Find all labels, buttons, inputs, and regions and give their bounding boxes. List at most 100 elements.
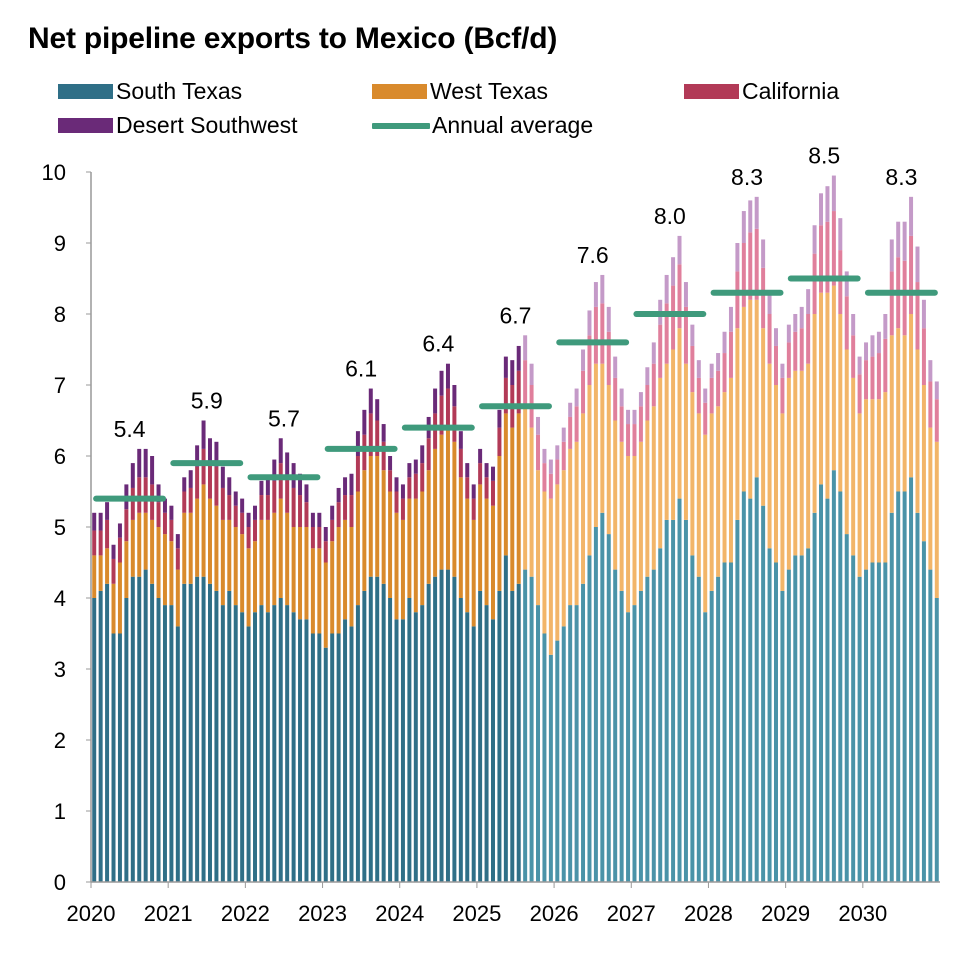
bar-california: [825, 221, 830, 293]
bar-south-texas: [896, 491, 901, 882]
bar-california: [323, 541, 328, 563]
x-tick-label: 2022: [221, 901, 270, 926]
bar-desert-southwest: [838, 218, 843, 251]
bar-california: [555, 459, 560, 485]
bar-south-texas: [246, 626, 251, 882]
bar-west-texas: [709, 413, 714, 591]
bar-west-texas: [934, 441, 939, 598]
bar-west-texas: [928, 427, 933, 570]
bar-south-texas: [465, 612, 470, 882]
bar-desert-southwest: [503, 356, 508, 378]
bar-west-texas: [323, 562, 328, 648]
bar-west-texas: [169, 541, 174, 606]
bar-desert-southwest: [600, 274, 605, 304]
bar-desert-southwest: [536, 416, 541, 435]
bar-west-texas: [606, 385, 611, 535]
bar-south-texas: [227, 590, 232, 882]
annual-average-label: 5.7: [268, 405, 300, 431]
bar-desert-southwest: [928, 360, 933, 382]
bar-west-texas: [593, 363, 598, 527]
bar-california: [928, 381, 933, 428]
bar-south-texas: [902, 491, 907, 882]
bar-california: [690, 345, 695, 393]
bar-south-texas: [934, 598, 939, 882]
bar-california: [465, 477, 470, 499]
bar-west-texas: [117, 562, 122, 634]
bar-south-texas: [709, 590, 714, 882]
bar-south-texas: [336, 633, 341, 882]
bar-california: [381, 441, 386, 471]
bar-west-texas: [683, 363, 688, 520]
bar-south-texas: [169, 605, 174, 882]
bar-west-texas: [143, 512, 148, 570]
bar-south-texas: [413, 612, 418, 882]
bar-california: [98, 530, 103, 556]
bar-california: [240, 512, 245, 535]
bar-california: [439, 395, 444, 435]
bar-california: [645, 385, 650, 421]
bar-west-texas: [851, 377, 856, 556]
bar-south-texas: [632, 605, 637, 882]
bar-south-texas: [291, 612, 296, 882]
legend-swatch-west-texas: [372, 84, 427, 99]
bar-desert-southwest: [806, 289, 811, 314]
legend-swatch-california: [684, 84, 739, 99]
bar-california: [677, 264, 682, 329]
bar-south-texas: [458, 598, 463, 882]
legend-label-desert-southwest: Desert Southwest: [116, 112, 298, 138]
bar-west-texas: [529, 427, 534, 577]
bar-desert-southwest: [150, 456, 155, 485]
bar-south-texas: [439, 569, 444, 882]
bar-south-texas: [690, 555, 695, 882]
bar-desert-southwest: [400, 484, 405, 499]
bar-california: [497, 427, 502, 456]
bar-west-texas: [497, 456, 502, 591]
bar-south-texas: [844, 534, 849, 882]
bar-south-texas: [233, 605, 238, 882]
bar-west-texas: [658, 377, 663, 549]
bar-desert-southwest: [638, 392, 643, 407]
bar-desert-southwest: [793, 314, 798, 332]
bar-west-texas: [510, 427, 515, 591]
bar-south-texas: [516, 583, 521, 882]
bar-south-texas: [561, 626, 566, 882]
bar-west-texas: [368, 456, 373, 577]
bar-california: [433, 413, 438, 449]
bar-california: [253, 519, 258, 542]
bar-south-texas: [542, 633, 547, 882]
bar-south-texas: [703, 612, 708, 882]
bar-desert-southwest: [735, 243, 740, 272]
bar-west-texas: [909, 314, 914, 478]
bar-west-texas: [690, 392, 695, 556]
bar-south-texas: [407, 598, 412, 882]
bar-california: [799, 328, 804, 371]
bar-california: [458, 448, 463, 478]
bar-california: [490, 480, 495, 506]
bar-south-texas: [645, 576, 650, 882]
bar-desert-southwest: [844, 271, 849, 297]
bar-california: [195, 466, 200, 499]
bar-desert-southwest: [696, 360, 701, 378]
bar-west-texas: [433, 448, 438, 577]
bar-desert-southwest: [259, 480, 264, 496]
bar-south-texas: [433, 576, 438, 882]
bar-west-texas: [767, 363, 772, 549]
bar-south-texas: [272, 605, 277, 882]
bar-south-texas: [182, 583, 187, 882]
bar-west-texas: [162, 534, 167, 606]
bar-california: [606, 331, 611, 385]
bar-south-texas: [786, 569, 791, 882]
bar-west-texas: [870, 399, 875, 563]
bar-desert-southwest: [716, 353, 721, 371]
bar-south-texas: [780, 590, 785, 882]
bar-california: [259, 495, 264, 520]
bar-west-texas: [645, 420, 650, 577]
bar-west-texas: [452, 441, 457, 577]
bar-desert-southwest: [671, 257, 676, 286]
bar-south-texas: [207, 583, 212, 882]
bar-west-texas: [677, 328, 682, 499]
bar-california: [838, 250, 843, 314]
bar-west-texas: [233, 527, 238, 606]
bar-south-texas: [220, 605, 225, 882]
bar-south-texas: [889, 512, 894, 882]
